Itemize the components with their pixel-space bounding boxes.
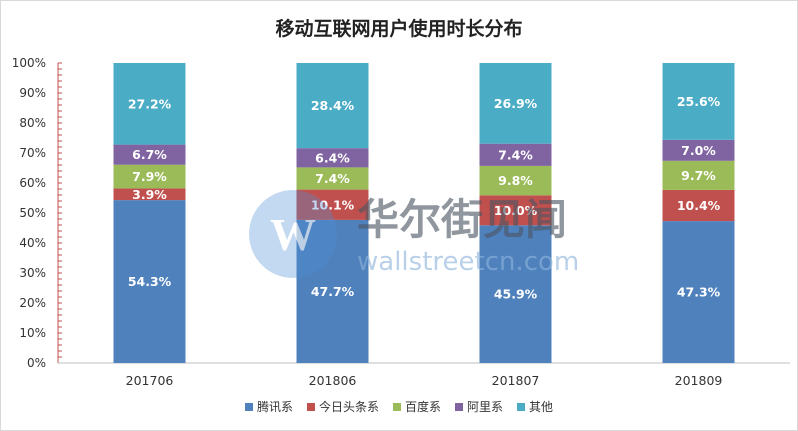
x-tick-label: 201706: [126, 373, 174, 388]
bar-segment: [296, 167, 369, 190]
y-tick-label: 10%: [19, 326, 46, 340]
bar-segment: [662, 160, 735, 190]
legend-item: 今日头条系: [306, 398, 379, 415]
legend-swatch: [517, 402, 526, 411]
bar-segment: [113, 63, 186, 145]
y-tick-label: 70%: [19, 146, 46, 160]
bar-segment: [296, 148, 369, 168]
y-tick-label: 40%: [19, 236, 46, 250]
legend-swatch: [455, 402, 463, 411]
bar-segment: [479, 225, 552, 363]
x-tick-label: 201809: [675, 373, 723, 388]
bar-data-label: 26.9%: [494, 96, 538, 111]
bar-segment: [296, 189, 369, 220]
bar-data-label: 9.7%: [681, 168, 716, 183]
legend-label: 腾讯系: [256, 400, 293, 414]
bar-data-label: 7.4%: [498, 147, 533, 162]
y-tick-label: 80%: [19, 116, 46, 130]
bar-data-label: 3.9%: [132, 187, 167, 202]
bar-data-label: 9.8%: [498, 173, 533, 188]
bar-data-label: 10.4%: [677, 198, 721, 213]
bar-data-label: 47.3%: [677, 285, 721, 300]
bar-segment: [113, 200, 186, 363]
legend-swatch: [244, 402, 253, 411]
bar-segment: [662, 63, 735, 140]
y-tick-label: 0%: [27, 356, 46, 370]
y-tick-label: 90%: [19, 86, 46, 100]
watermark-logo-icon: [249, 190, 337, 278]
watermark-brand-cn: 华尔街见闻: [357, 195, 567, 244]
bar-data-label: 45.9%: [494, 287, 538, 302]
bar-data-label: 6.4%: [315, 150, 350, 165]
bar-data-label: 10.0%: [494, 203, 538, 218]
bar-segment: [479, 195, 552, 226]
chart-title: 移动互联网用户使用时长分布: [275, 18, 523, 40]
legend-item: 阿里系: [455, 398, 503, 415]
legend-item: 其他: [517, 398, 553, 415]
bar-segment: [113, 144, 186, 165]
bar-data-label: 7.9%: [132, 169, 167, 184]
bar-data-label: 6.7%: [132, 147, 167, 162]
y-tick-label: 30%: [19, 266, 46, 280]
bar-data-label: 25.6%: [677, 94, 721, 109]
watermark-brand-url: wallstreetcn.com: [357, 247, 579, 277]
y-tick-label: 100%: [12, 56, 46, 70]
bar-data-label: 47.7%: [311, 284, 355, 299]
bar-data-label: 28.4%: [311, 98, 355, 113]
bar-segment: [479, 143, 552, 166]
x-tick-label: 201807: [492, 373, 540, 388]
bar-segment: [662, 221, 735, 363]
watermark: W 华尔街见闻 wallstreetcn.com: [249, 190, 579, 278]
legend-swatch: [306, 402, 315, 411]
y-tick-label: 20%: [19, 296, 46, 310]
y-tick-label: 60%: [19, 176, 46, 190]
legend-swatch: [392, 402, 401, 411]
bar-data-label: 7.0%: [681, 143, 716, 158]
legend-label: 百度系: [404, 400, 441, 414]
bar-data-label: 27.2%: [128, 96, 172, 111]
x-tick-label: 201806: [309, 373, 357, 388]
bar-data-label: 54.3%: [128, 274, 172, 289]
legend-item: 腾讯系: [244, 398, 293, 415]
bar-segment: [662, 189, 735, 222]
y-tick-label: 50%: [19, 206, 46, 220]
bar-segment: [479, 165, 552, 196]
bar-segment: [296, 219, 369, 363]
bar-segment: [296, 63, 369, 149]
watermark-logo-letter: W: [270, 209, 316, 260]
bar-segment: [662, 139, 735, 161]
legend-label: 其他: [529, 400, 554, 414]
chart-legend: 腾讯系 今日头条系 百度系 阿里系 其他: [0, 398, 798, 415]
bar-segment: [113, 188, 186, 201]
bar-data-label: 10.1%: [311, 197, 355, 212]
legend-item: 百度系: [392, 398, 441, 415]
bar-data-label: 7.4%: [315, 171, 350, 186]
legend-label: 今日头条系: [318, 400, 379, 414]
bar-segment: [113, 164, 186, 189]
bar-segment: [479, 63, 552, 144]
legend-label: 阿里系: [467, 400, 504, 414]
